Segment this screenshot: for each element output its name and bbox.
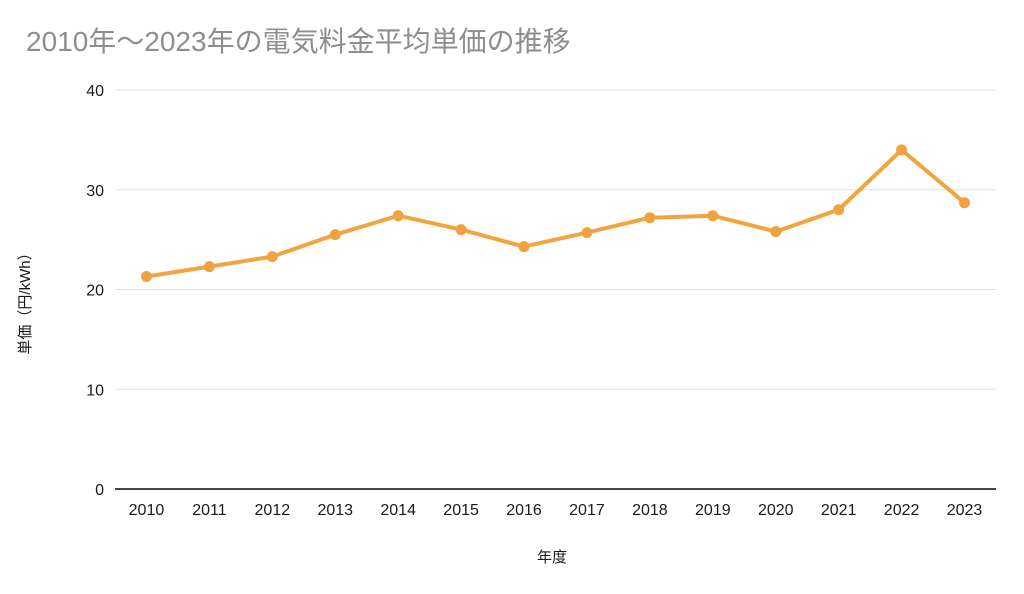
x-tick-label: 2022: [884, 502, 920, 519]
x-tick-label: 2017: [569, 502, 605, 519]
data-point-2013: [329, 229, 341, 241]
x-tick-label: 2012: [255, 502, 291, 519]
x-tick-label: 2014: [380, 502, 416, 519]
x-tick-label: 2021: [821, 502, 857, 519]
y-tick-label: 10: [86, 382, 104, 399]
data-point-2021: [833, 204, 845, 216]
y-tick-label: 30: [86, 183, 104, 200]
series-line: [144, 147, 967, 279]
x-tick-label: 2019: [695, 502, 731, 519]
data-point-2016: [518, 241, 530, 253]
x-tick-label: 2010: [129, 502, 165, 519]
x-tick-label: 2020: [758, 502, 794, 519]
gridlines: [115, 89, 996, 490]
data-series: [141, 144, 970, 282]
x-tick-label: 2016: [506, 502, 542, 519]
data-point-2020: [770, 226, 782, 238]
x-tick-label: 2015: [443, 502, 479, 519]
x-tick-label: 2023: [947, 502, 983, 519]
x-tick-label: 2011: [192, 502, 227, 519]
x-tick-label: 2013: [317, 502, 353, 519]
y-tick-label: 0: [95, 482, 104, 499]
chart-title: 2010年〜2023年の電気料金平均単価の推移: [26, 26, 571, 57]
y-axis-title: 単価（円/kWh）: [17, 245, 34, 354]
y-tick-label: 40: [86, 83, 104, 100]
data-point-2019: [707, 210, 719, 222]
y-axis-tick-labels: 0 10 20 30 40: [86, 83, 104, 499]
y-tick-label: 20: [86, 283, 104, 300]
data-point-2012: [266, 251, 278, 263]
x-tick-label: 2018: [632, 502, 668, 519]
data-point-2017: [581, 227, 593, 239]
data-point-2018: [644, 212, 656, 224]
data-point-2014: [392, 210, 404, 222]
x-axis-tick-labels: 2010 2011 2012 2013 2014 2015 2016 2017 2018 2019…: [129, 502, 983, 519]
data-point-2010: [141, 271, 152, 282]
data-point-2015: [455, 224, 467, 236]
data-point-2022: [896, 144, 908, 156]
x-axis-title: 年度: [537, 549, 567, 566]
data-point-2023: [959, 197, 970, 209]
data-point-2011: [203, 261, 215, 273]
